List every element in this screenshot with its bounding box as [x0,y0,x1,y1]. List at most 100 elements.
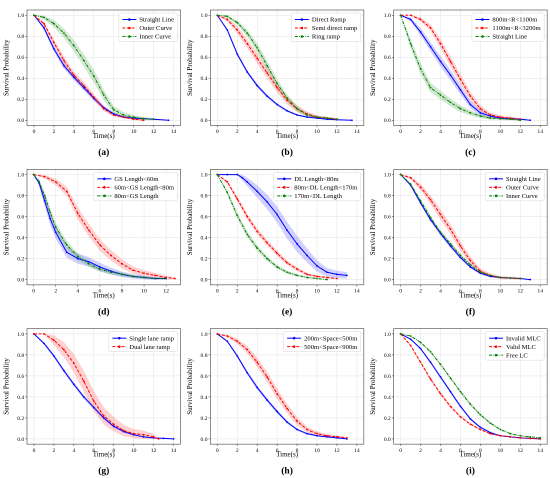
confidence-band [217,15,337,121]
data-point [82,84,85,87]
data-point [509,277,512,279]
y-tick-label: 0.6 [384,214,391,220]
data-point [87,260,90,263]
series-line [217,333,347,440]
data-point [419,347,422,350]
data-point [122,429,125,432]
panel-h: 0 2 4 6 8 10 12 14 0.0 0.2 0.4 0.6 0.8 1.0 Time(s) Surv… [186,328,365,477]
data-point [439,363,442,366]
data-point [429,26,432,29]
panel-i: 0 2 4 6 8 10 12 14 0.0 0.2 0.4 0.6 0.8 1.0 Time(s) Surv… [369,328,548,477]
data-point [469,266,472,268]
x-tick-label: 2 [236,288,239,294]
y-tick-label: 0.4 [384,395,391,401]
confidence-band [217,333,347,439]
y-tick-label: 0.0 [384,277,391,283]
data-point [306,116,308,118]
x-tick-label: 6 [98,288,101,294]
data-point [43,194,46,197]
data-point [409,338,412,341]
y-tick-label: 0.2 [384,416,391,422]
data-point [489,432,492,435]
data-point [53,355,55,357]
data-point [449,242,452,245]
data-point [509,118,512,121]
data-point [499,117,502,120]
data-point [87,262,90,265]
x-tick-label: 12 [517,448,523,454]
data-point [276,103,279,106]
x-tick-label: 8 [296,448,299,454]
legend-label: Ring ramp [312,34,341,41]
data-point [296,114,298,116]
data-point [419,341,422,344]
data-point [519,434,522,437]
data-point [266,241,269,244]
data-point [62,64,65,67]
legend-marker [494,186,498,189]
data-point [72,362,75,365]
axes-frame [210,9,365,126]
legend-label: Single lane ramp [129,335,174,342]
panel-label: (h) [281,466,293,477]
data-point [226,191,229,194]
legend-marker [300,35,304,38]
data-point [72,383,75,386]
data-point [479,112,482,114]
y-axis-label: Survival Probability [186,358,194,415]
legend-marker [300,18,304,21]
data-point [87,229,90,232]
data-point [459,88,462,91]
y-tick-label: 0.0 [201,277,208,283]
data-point [316,434,318,437]
data-point [122,114,125,116]
data-point [439,94,442,96]
data-point [122,116,125,118]
x-axis-label: Time(s) [93,132,116,140]
x-tick-label: 0 [399,129,402,135]
y-tick-label: 0.8 [384,353,391,359]
data-point [519,436,522,439]
legend-entry: Dual lane ramp [112,344,171,351]
y-tick-label: 0.0 [201,437,208,443]
data-point [326,117,328,120]
legend-label: Outer Curve [506,185,539,192]
data-point [286,421,288,424]
y-tick-label: 1.0 [201,13,208,19]
x-tick-label: 14 [537,288,543,294]
x-tick-label: 2 [53,448,56,454]
data-point [469,103,472,106]
y-tick-label: 0.0 [17,277,24,283]
data-point [65,251,68,254]
legend-box [93,172,178,202]
legend-marker [494,336,498,340]
data-point [479,426,482,429]
data-point [53,41,55,44]
data-point [110,271,112,274]
x-tick-label: 4 [72,129,75,135]
data-point [112,114,115,116]
data-point [110,254,112,257]
legend-label: Straight Line [139,17,174,24]
legend-entry: Semi direct ramp [294,25,358,32]
data-point [92,406,95,409]
data-point [459,254,462,257]
data-point [499,434,502,437]
data-point [306,273,308,276]
data-point [256,57,259,60]
data-point [509,435,512,438]
data-point [316,432,318,435]
data-point [399,14,402,17]
legend-box [485,172,545,202]
x-tick-label: 8 [121,288,124,294]
data-point [62,369,65,372]
data-point [429,86,432,89]
legend-label: 1100m<R<3200m [492,25,541,32]
x-tick-label: 12 [334,288,340,294]
legend: 200m<Space<500m 500m<Space<900m [283,331,362,352]
data-point [529,119,532,122]
x-tick-label: 4 [256,129,259,135]
